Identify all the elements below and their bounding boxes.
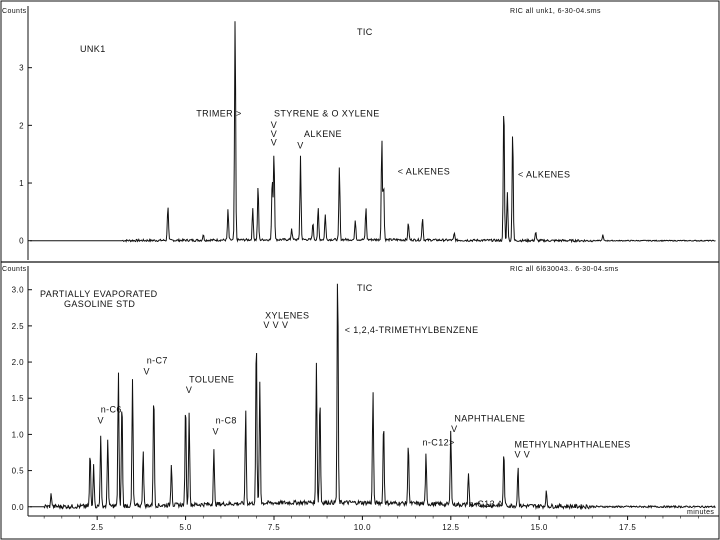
bottom-ytick-label: 3.0 — [12, 286, 24, 295]
bottom-annotation: n-C8 — [216, 416, 237, 426]
top-annotation: V — [297, 140, 303, 150]
bottom-file-label: RIC all 6l630043.. 6-30-04.sms — [510, 266, 619, 273]
bottom-x-ticks: 2.5 5.0 7.5 10.0 12.5 15.0 17.5 — [43, 516, 699, 532]
bottom-annotation: V — [98, 416, 104, 426]
bottom-sample-line-1: PARTIALLY EVAPORATED — [40, 289, 158, 299]
bottom-annotation: NAPHTHALENE — [454, 413, 525, 423]
top-tic-trace — [30, 21, 716, 244]
top-annotation: V — [271, 138, 277, 148]
bottom-tic-trace — [30, 283, 716, 511]
top-y-ticks: 0 1 2 3 — [19, 64, 32, 246]
bottom-xlabel: minutes — [687, 509, 714, 516]
top-annotation: V — [271, 129, 277, 139]
bottom-annotation: < 1,2,4-TRIMETHYLBENZENE — [345, 325, 479, 335]
xtick-label: 10.0 — [354, 523, 371, 532]
top-annotation: < ALKENES — [398, 166, 450, 176]
bottom-annotation: V V V — [263, 320, 288, 330]
bottom-annotation: METHYLNAPHTHALENES — [514, 439, 630, 449]
bottom-ylabel: Counts — [2, 266, 27, 273]
bottom-annotation: n-C13 ^ — [468, 499, 502, 509]
top-annotation: ALKENE — [304, 129, 342, 139]
top-ylabel: Counts — [2, 8, 27, 15]
top-file-label: RIC all unk1, 6-30-04.sms — [510, 8, 601, 15]
bottom-sample-line-2: GASOLINE STD — [64, 299, 135, 309]
bottom-annotation: V — [212, 426, 218, 436]
bottom-ytick-label: 1.5 — [12, 394, 24, 403]
top-annotation: V — [271, 120, 277, 130]
bottom-title: TIC — [357, 283, 373, 293]
xtick-label: 17.5 — [619, 523, 636, 532]
bottom-annotation: n-C6 — [101, 405, 122, 415]
xtick-label: 2.5 — [91, 523, 103, 532]
top-annotation: TRIMER > — [196, 109, 241, 119]
bottom-annotation: V — [186, 385, 192, 395]
top-ytick-label: 2 — [19, 121, 24, 130]
bottom-annotation: n-C12> — [423, 437, 455, 447]
xtick-label: 15.0 — [531, 523, 548, 532]
top-ytick-label: 3 — [19, 64, 24, 73]
top-annotation: < ALKENES — [518, 169, 570, 179]
bottom-y-ticks: 0.0 0.5 1.0 1.5 2.0 2.5 3.0 — [12, 286, 32, 512]
bottom-ytick-label: 1.0 — [12, 430, 24, 439]
bottom-annotation: V — [143, 366, 149, 376]
bottom-ytick-label: 0.5 — [12, 467, 24, 476]
bottom-annotation: TOLUENE — [189, 374, 234, 384]
bottom-annotation: V — [451, 424, 457, 434]
bottom-annotation: V V — [514, 450, 530, 460]
top-sample-label: UNK1 — [80, 44, 106, 54]
top-ytick-label: 0 — [19, 237, 24, 246]
top-ytick-label: 1 — [19, 179, 24, 188]
xtick-label: 7.5 — [268, 523, 280, 532]
bottom-ytick-label: 2.0 — [12, 358, 24, 367]
bottom-panel: Counts RIC all 6l630043.. 6-30-04.sms TI… — [2, 266, 719, 532]
bottom-ytick-label: 2.5 — [12, 322, 24, 331]
bottom-ytick-label: 0.0 — [12, 503, 24, 512]
top-panel: Counts RIC all unk1, 6-30-04.sms TIC UNK… — [2, 6, 716, 260]
bottom-annotation: XYLENES — [265, 311, 309, 321]
bottom-annotation: n-C7 — [147, 356, 168, 366]
xtick-label: 12.5 — [442, 523, 459, 532]
top-title: TIC — [357, 27, 373, 37]
top-annotation: STYRENE & O XYLENE — [274, 109, 380, 119]
xtick-label: 5.0 — [179, 523, 191, 532]
